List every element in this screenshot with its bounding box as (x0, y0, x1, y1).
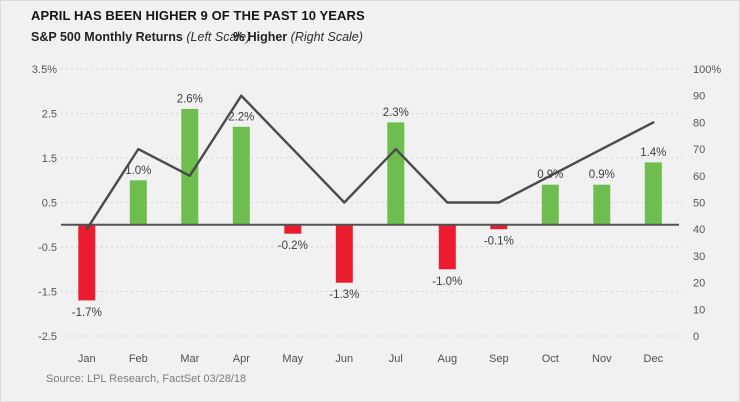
bar-value-label: -0.1% (484, 236, 514, 248)
bar (438, 224, 456, 270)
right-axis-tick-label: 10 (693, 304, 705, 316)
legend-scale-note: (Right Scale) (290, 30, 363, 44)
percent-higher-line (85, 94, 655, 231)
x-axis-label: Aug (438, 353, 458, 365)
right-axis-tick-label: 0 (693, 331, 699, 343)
legend: S&P 500 Monthly Returns (Left Scale) % H… (1, 30, 739, 46)
x-axis-label: Dec (644, 353, 664, 365)
bar (284, 224, 302, 234)
right-axis-tick-label: 70 (693, 144, 705, 156)
x-axis-label: Sep (489, 353, 509, 365)
bar (181, 109, 199, 225)
right-axis-tick-label: 90 (693, 91, 705, 103)
bar (541, 184, 559, 225)
right-axis-tick-label: 50 (693, 198, 705, 210)
right-axis-tick-label: 30 (693, 251, 705, 263)
legend-label: S&P 500 Monthly Returns (31, 30, 183, 44)
chart-title: APRIL HAS BEEN HIGHER 9 OF THE PAST 10 Y… (31, 8, 365, 23)
right-axis-tick-label: 60 (693, 171, 705, 183)
bar-value-label: -1.0% (432, 276, 462, 288)
legend-item-monthly-returns: S&P 500 Monthly Returns (Left Scale) (31, 30, 250, 44)
left-axis-tick-label: 3.5% (32, 64, 57, 76)
left-axis-tick-label: 0.5 (42, 198, 57, 210)
x-axis-label: Jan (78, 353, 96, 365)
bar (593, 184, 611, 225)
bar (232, 126, 250, 225)
bar-value-label: -1.3% (329, 289, 359, 301)
x-axis-label: Apr (233, 353, 250, 365)
bar (490, 224, 508, 230)
source-note: Source: LPL Research, FactSet 03/28/18 (46, 373, 247, 385)
bar (335, 224, 353, 283)
left-axis-tick-label: -2.5 (38, 331, 57, 343)
x-axis-label: Oct (542, 353, 559, 365)
bar-value-label: 2.6% (177, 94, 203, 106)
x-axis-label: Nov (592, 353, 612, 365)
left-axis-tick-label: -0.5 (38, 242, 57, 254)
bar-value-label: -0.2% (278, 240, 308, 252)
bar-value-label: 1.4% (640, 147, 666, 159)
bar-value-label: 2.3% (383, 107, 409, 119)
bar (78, 224, 96, 301)
left-axis-tick-label: 2.5 (42, 109, 57, 121)
bar-value-label: 0.9% (589, 169, 615, 181)
bar-value-label: 1.0% (125, 165, 151, 177)
legend-label: % Higher (233, 30, 288, 44)
legend-item-percent-higher: % Higher (Right Scale) (233, 30, 363, 44)
left-axis-tick-label: -1.5 (38, 287, 57, 299)
x-axis-label: Feb (129, 353, 148, 365)
x-axis-label: Mar (180, 353, 199, 365)
legend-scale-note: (Left Scale) (186, 30, 251, 44)
bar (129, 180, 147, 225)
right-axis-tick-label: 20 (693, 278, 705, 290)
bar-value-label: -1.7% (72, 307, 102, 319)
bar (387, 122, 405, 225)
left-axis-tick-label: 1.5 (42, 153, 57, 165)
bar (644, 162, 662, 225)
bar-value-label: 2.2% (228, 111, 254, 123)
x-axis-label: May (282, 353, 303, 365)
right-axis-tick-label: 80 (693, 117, 705, 129)
x-axis-label: Jun (335, 353, 353, 365)
right-axis-tick-label: 40 (693, 224, 705, 236)
x-axis-label: Jul (389, 353, 403, 365)
right-axis-tick-label: 100% (693, 64, 721, 76)
